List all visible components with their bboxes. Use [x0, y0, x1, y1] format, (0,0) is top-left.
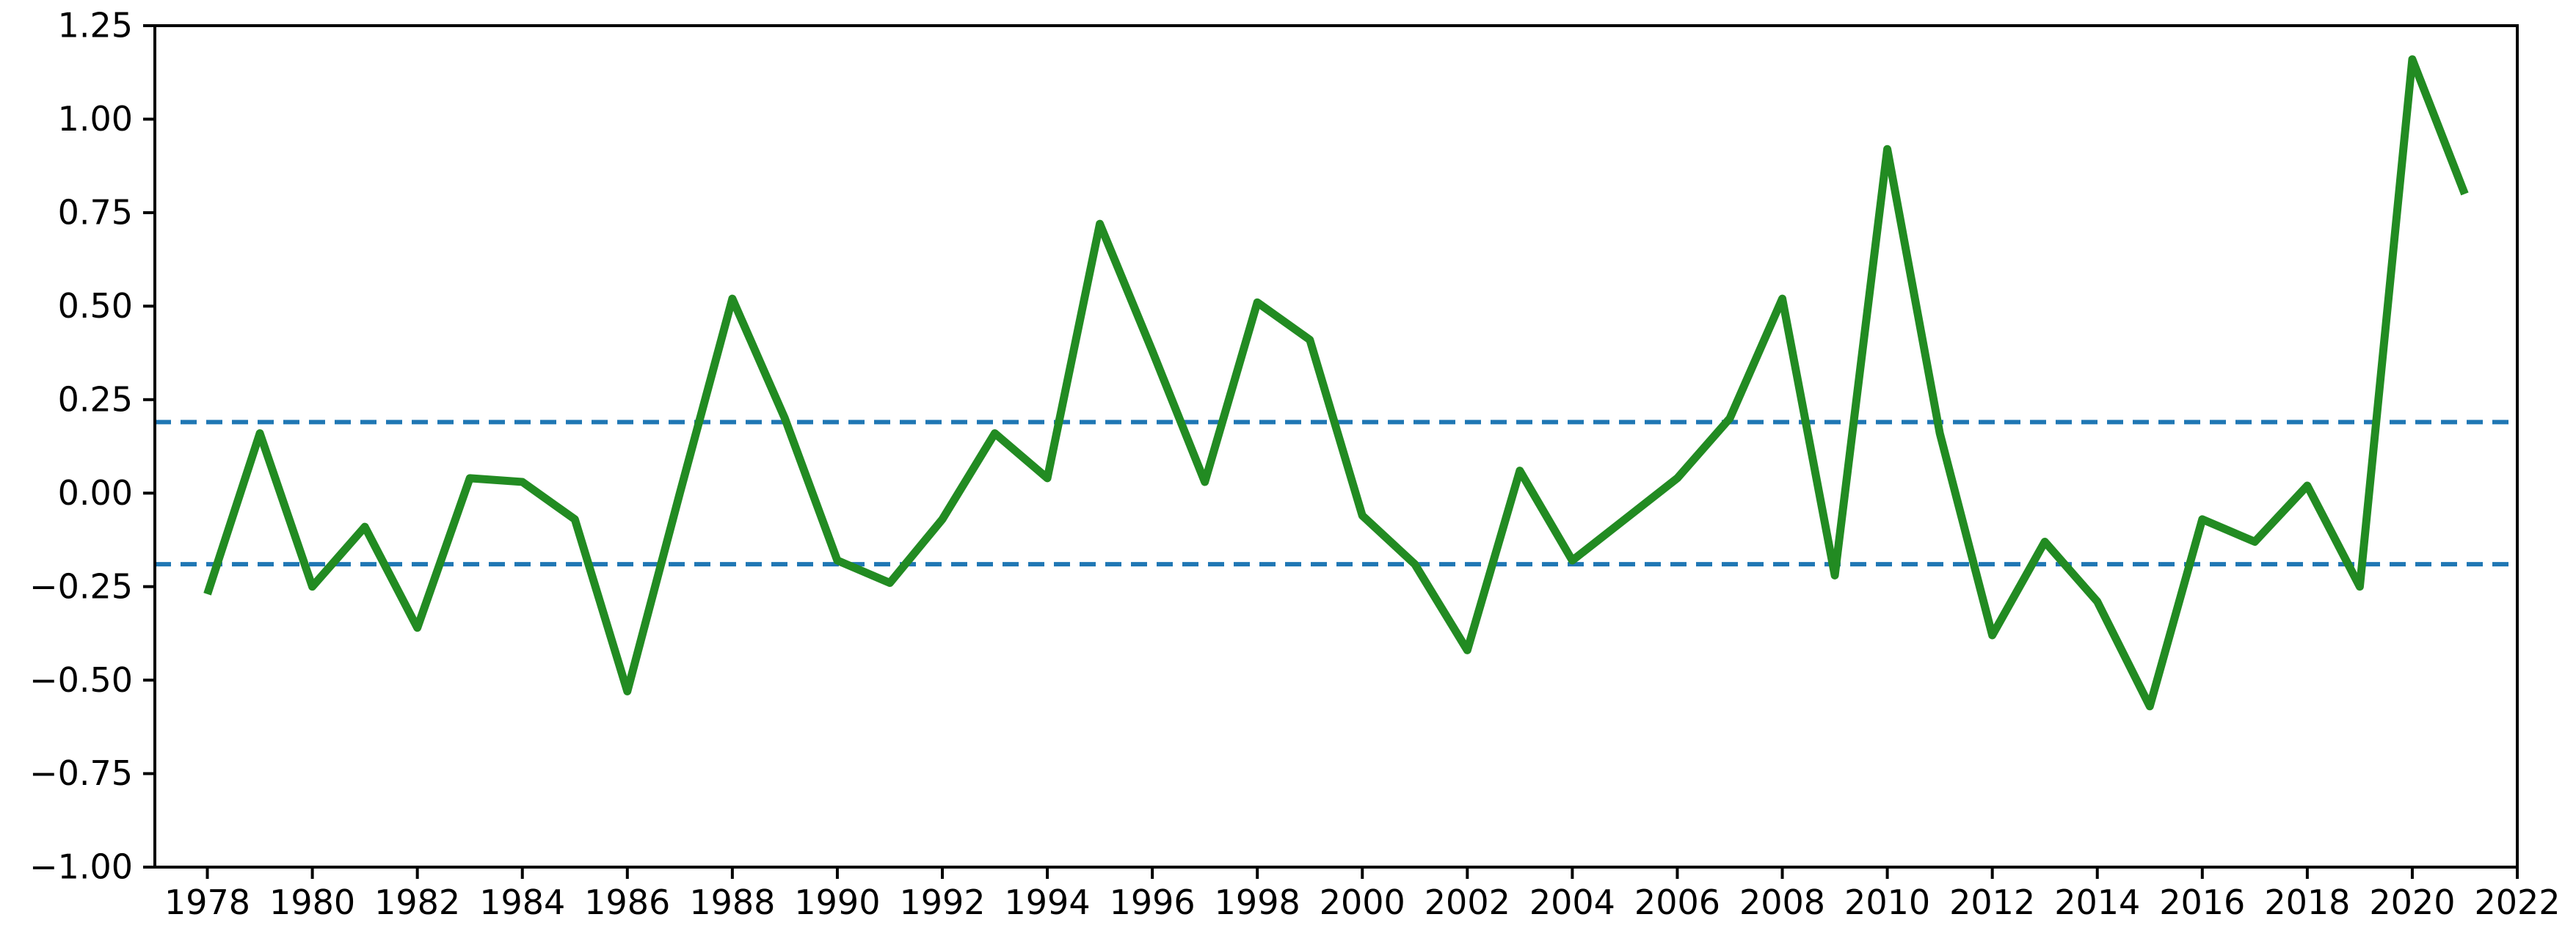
x-tick-label: 1982	[374, 883, 460, 922]
plot-area-border	[153, 24, 2519, 869]
x-tick-label: 2018	[2264, 883, 2350, 922]
x-tick-label: 2014	[2054, 883, 2140, 922]
x-tick-label: 2004	[1529, 883, 1615, 922]
y-tick-label: 0.25	[58, 379, 133, 419]
x-tick-label: 1996	[1110, 883, 1196, 922]
x-tick-label: 1992	[899, 883, 985, 922]
x-tick-label: 1980	[269, 883, 355, 922]
x-axis-ticks: 1978 1980 1982 1984 1986 1988 1990 1992 1994 1996…	[164, 867, 2561, 922]
x-tick-label: 2020	[2369, 883, 2455, 922]
x-tick-label: 2008	[1739, 883, 1825, 922]
x-tick-label: 2006	[1634, 883, 1720, 922]
y-tick-label: 0.75	[58, 193, 133, 233]
x-tick-label: 1978	[164, 883, 250, 922]
y-tick-label: 1.00	[58, 99, 133, 139]
y-tick-label: 0.50	[58, 286, 133, 326]
y-tick-label: 0.00	[58, 473, 133, 513]
x-tick-label: 1998	[1215, 883, 1300, 922]
x-tick-label: 1994	[1005, 883, 1091, 922]
threshold-lines	[155, 420, 2517, 567]
y-tick-label: −0.50	[29, 660, 133, 700]
x-tick-label: 2012	[1949, 883, 2035, 922]
y-tick-label: −0.75	[29, 753, 133, 793]
data-line	[203, 55, 2469, 711]
x-tick-label: 2002	[1425, 883, 1510, 922]
x-tick-label: 1984	[479, 883, 565, 922]
y-tick-label: −0.25	[29, 566, 133, 606]
x-tick-label: 2016	[2159, 883, 2245, 922]
x-tick-label: 2022	[2474, 883, 2560, 922]
x-tick-label: 1986	[584, 883, 670, 922]
x-tick-label: 1988	[689, 883, 775, 922]
x-tick-label: 2010	[1844, 883, 1930, 922]
y-axis-ticks: 1.25 1.00 0.75 0.50 0.25 0.00 −0.25 −0.50 −0.75 −…	[29, 6, 155, 887]
x-tick-label: 1990	[794, 883, 880, 922]
y-tick-label: 1.25	[58, 6, 133, 45]
x-tick-label: 2000	[1320, 883, 1405, 922]
y-tick-label: −1.00	[29, 847, 133, 887]
